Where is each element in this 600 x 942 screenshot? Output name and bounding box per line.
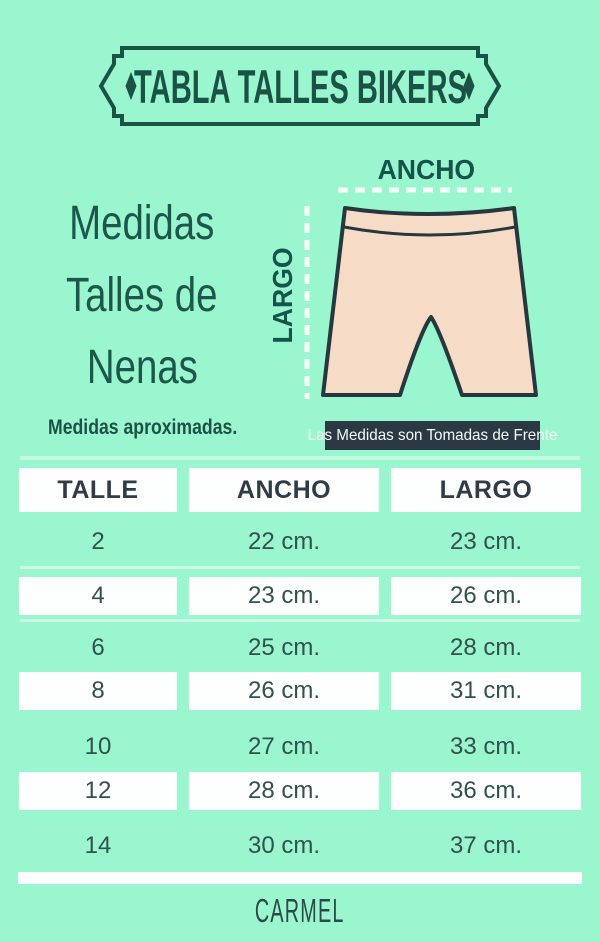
cell-talle: 4	[19, 577, 177, 615]
cell-talle: 6	[91, 634, 105, 661]
cell-largo: 36 cm.	[391, 772, 581, 810]
cell-largo: 37 cm.	[449, 832, 523, 859]
heading-line: Medidas	[69, 197, 215, 250]
cell-talle: 14	[84, 832, 112, 859]
approx-note-text: Medidas aproximadas.	[48, 416, 238, 439]
banner-border	[98, 46, 502, 126]
footer-divider-bar	[18, 872, 582, 884]
row-divider	[20, 566, 580, 569]
length-axis-text: LARGO	[267, 246, 298, 344]
table-row: 4 23 cm. 26 cm.	[19, 577, 581, 615]
cell-ancho: 23 cm.	[189, 577, 379, 615]
cell-talle: 8	[19, 672, 177, 710]
cell-ancho: 22 cm.	[247, 528, 321, 555]
measurement-caption-text: Las Medidas son Tomadas de Frente	[307, 426, 558, 444]
measurement-caption: Las Medidas son Tomadas de Frente	[308, 421, 557, 450]
row-divider	[20, 619, 580, 622]
table-row: 14 30 cm. 37 cm.	[19, 828, 581, 864]
table-top-divider	[20, 456, 580, 460]
length-axis-label: LARGO	[266, 230, 300, 360]
cell-ancho: 25 cm.	[247, 634, 321, 661]
width-axis-label: ANCHO	[340, 154, 512, 186]
column-header-talle: TALLE	[19, 468, 177, 512]
heading-line: Talles de	[66, 269, 218, 322]
cell-ancho: 28 cm.	[189, 772, 379, 810]
cell-talle: 12	[19, 772, 177, 810]
approx-note: Medidas aproximadas.	[18, 416, 268, 440]
cell-ancho: 27 cm.	[247, 733, 321, 760]
cell-talle: 2	[91, 528, 105, 555]
brand-logo: CARMEL	[0, 892, 600, 930]
brand-logo-text: CARMEL	[255, 892, 345, 929]
waistband-seam	[343, 225, 516, 237]
table-row: 10 27 cm. 33 cm.	[19, 729, 581, 765]
diamond-icon	[463, 72, 475, 100]
section-heading: Medidas Talles de Nenas	[12, 188, 272, 404]
title-banner: TABLA TALLES BIKERS	[95, 40, 505, 132]
table-row: 2 22 cm. 23 cm.	[19, 524, 581, 560]
cell-largo: 23 cm.	[449, 528, 523, 555]
table-header-row: TALLE ANCHO LARGO	[19, 468, 581, 512]
cell-ancho: 30 cm.	[247, 832, 321, 859]
cell-largo: 28 cm.	[449, 634, 523, 661]
table-row: 8 26 cm. 31 cm.	[19, 672, 581, 710]
column-header-ancho: ANCHO	[189, 468, 379, 512]
table-row: 6 25 cm. 28 cm.	[19, 630, 581, 666]
plaque-frame	[98, 46, 502, 126]
cell-largo: 31 cm.	[391, 672, 581, 710]
page-title: TABLA TALLES BIKERS	[95, 40, 505, 132]
diamond-icon	[125, 72, 137, 100]
cell-talle: 10	[84, 733, 112, 760]
shorts-diagram	[304, 187, 538, 399]
column-header-largo: LARGO	[391, 468, 581, 512]
heading-line: Nenas	[86, 341, 198, 394]
cell-largo: 33 cm.	[449, 733, 523, 760]
cell-largo: 26 cm.	[391, 577, 581, 615]
table-row: 12 28 cm. 36 cm.	[19, 772, 581, 810]
page-title-text: TABLA TALLES BIKERS	[133, 59, 467, 113]
width-axis-text: ANCHO	[377, 154, 475, 185]
cell-ancho: 26 cm.	[189, 672, 379, 710]
biker-shorts-shape	[321, 206, 538, 397]
